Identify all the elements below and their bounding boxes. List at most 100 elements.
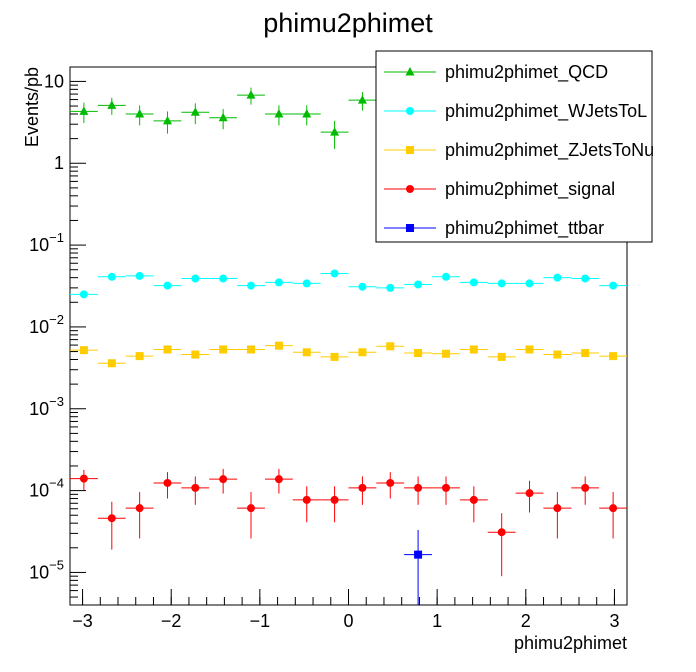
series-phimu2phimet_ttbar [404, 530, 433, 605]
data-point [553, 273, 562, 282]
data-point [358, 348, 367, 357]
data-point [497, 352, 506, 361]
data-point [107, 272, 116, 281]
x-tick-label: −3 [72, 611, 93, 631]
legend-marker [406, 107, 414, 115]
legend: phimu2phimet_QCD phimu2phimet_WJetsToLphi… [375, 50, 654, 243]
legend-entry: phimu2phimet_ZJetsToNu [384, 140, 654, 161]
data-point [163, 345, 172, 354]
data-point [135, 271, 144, 280]
data-point [581, 274, 590, 283]
x-axis-label: phimu2phimet [514, 633, 627, 653]
legend-label: phimu2phimet_ttbar [445, 218, 604, 239]
data-point [553, 504, 562, 513]
data-point [163, 478, 172, 487]
data-point [107, 359, 116, 368]
data-point [135, 504, 144, 513]
data-point [330, 495, 339, 504]
data-point [190, 107, 200, 116]
data-point [79, 346, 88, 355]
legend-label: phimu2phimet_QCD [445, 62, 608, 83]
y-axis-label: Events/pb [22, 67, 42, 147]
data-point [191, 274, 200, 283]
x-axis: −3 −2 −1 0 1 2 3 [72, 589, 619, 631]
series-phimu2phimet_QCD [70, 87, 377, 149]
data-point [135, 108, 145, 118]
data-point [525, 279, 534, 288]
x-tick-label: −1 [250, 611, 271, 631]
legend-entry: phimu2phimet_QCD [384, 62, 608, 83]
data-point [497, 528, 506, 537]
data-point [246, 90, 256, 99]
data-point [609, 352, 618, 361]
data-point [553, 350, 562, 359]
data-point [79, 290, 88, 299]
data-point [442, 483, 451, 492]
data-point [525, 489, 534, 498]
y-tick-label: 10 [44, 71, 64, 91]
y-tick-label: 10−2 [29, 312, 64, 337]
data-point [525, 345, 534, 354]
data-point [469, 345, 478, 354]
data-point [386, 283, 395, 292]
data-point [357, 95, 367, 104]
data-point [302, 279, 311, 288]
data-point [469, 278, 478, 287]
legend-entry: phimu2phimet_signal [384, 179, 615, 200]
data-point [414, 483, 423, 492]
data-point [135, 352, 144, 361]
data-point [442, 349, 451, 358]
x-tick-label: 0 [343, 611, 353, 631]
legend-marker [406, 185, 414, 193]
data-point [302, 495, 311, 504]
legend-marker [406, 146, 414, 154]
y-tick-label: 1 [54, 153, 64, 173]
legend-marker [405, 67, 415, 76]
data-point [219, 475, 228, 484]
data-point [79, 106, 89, 115]
data-point [163, 281, 172, 290]
data-point [414, 280, 423, 289]
data-point [191, 483, 200, 492]
data-point [358, 282, 367, 291]
x-tick-label: 3 [609, 611, 619, 631]
data-point [414, 550, 423, 559]
data-point [609, 281, 618, 290]
legend-marker [406, 224, 414, 232]
data-point [191, 350, 200, 359]
series-phimu2phimet_ZJetsToNu [70, 341, 627, 368]
series-phimu2phimet_WJetsToL [70, 269, 627, 299]
data-point [274, 278, 283, 287]
data-point [219, 345, 228, 354]
x-tick-label: −2 [161, 611, 182, 631]
chart-title: phimu2phimet [263, 8, 433, 38]
data-point [107, 100, 117, 109]
x-tick-label: 2 [521, 611, 531, 631]
y-tick-label: 10−3 [29, 394, 64, 419]
x-tick-label: 1 [432, 611, 442, 631]
data-point [442, 272, 451, 281]
legend-entry: phimu2phimet_WJetsToL [384, 101, 647, 122]
data-point [246, 504, 255, 513]
series-phimu2phimet_signal [70, 468, 627, 577]
data-point [330, 352, 339, 361]
y-tick-label: 10−4 [29, 476, 64, 501]
legend-label: phimu2phimet_WJetsToL [445, 101, 647, 122]
data-point [386, 342, 395, 351]
data-point [330, 127, 340, 136]
data-point [581, 349, 590, 358]
y-axis: 10 1 10−1 10−2 10−3 10−4 10−5 [29, 71, 86, 606]
data-series [70, 87, 627, 605]
data-point [274, 108, 284, 118]
legend-entry: phimu2phimet_ttbar [384, 218, 604, 239]
data-point [107, 514, 116, 523]
legend-label: phimu2phimet_ZJetsToNu [445, 140, 654, 161]
data-point [218, 112, 228, 122]
data-point [219, 274, 228, 283]
data-point [330, 269, 339, 278]
data-point [302, 108, 312, 118]
data-point [79, 474, 88, 483]
data-point [609, 504, 618, 513]
y-tick-label: 10−5 [29, 557, 64, 582]
